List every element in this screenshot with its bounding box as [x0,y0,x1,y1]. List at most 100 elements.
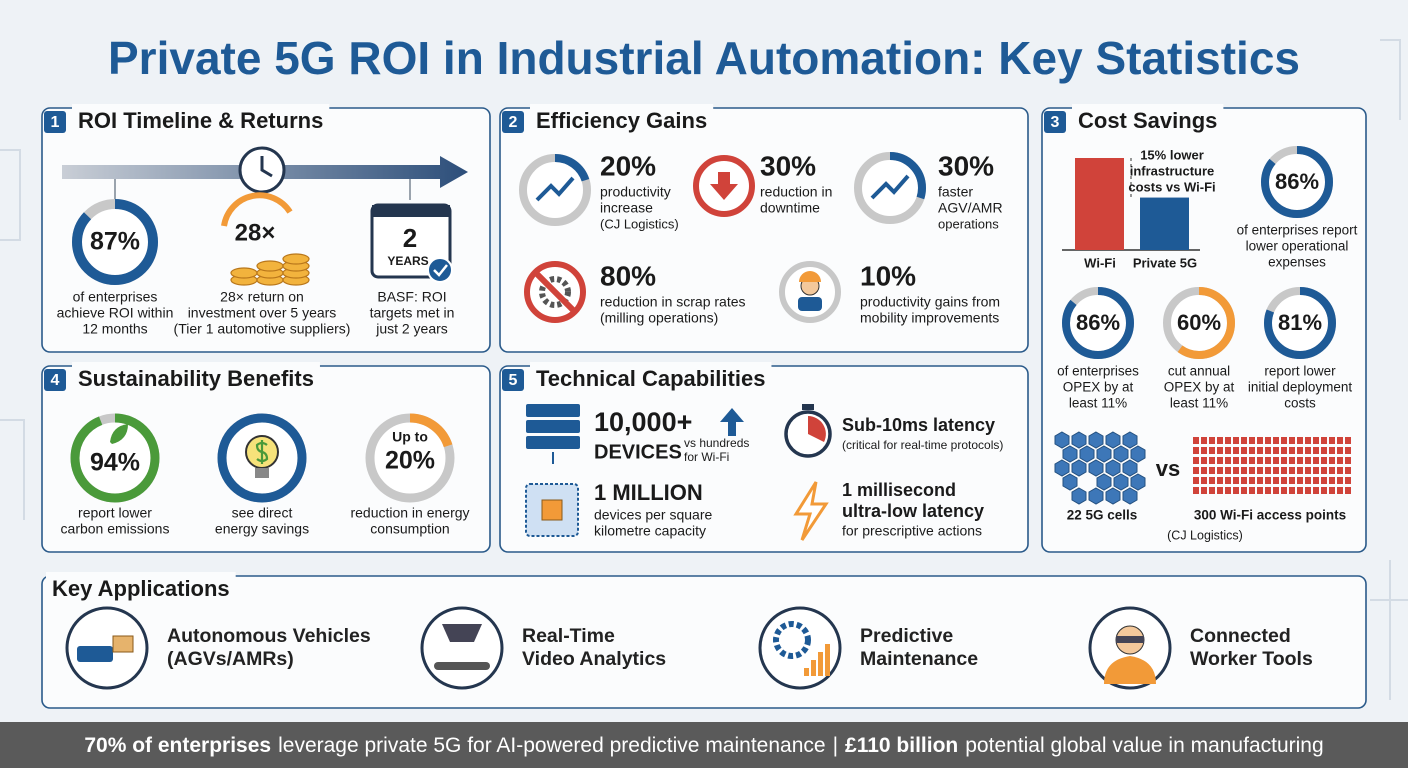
label: Up to [392,429,428,445]
cell-hex [1105,459,1121,477]
access-point [1209,467,1215,474]
access-point [1249,437,1255,444]
access-point [1305,477,1311,484]
access-point [1241,437,1247,444]
donut-arc [519,154,591,226]
server-icon [526,436,580,449]
down-arrow-icon [710,172,738,200]
access-point [1217,447,1223,454]
label: vs hundreds [684,436,749,450]
panel-number: 4 [51,372,60,389]
access-point [1217,467,1223,474]
label: 1 millisecond [842,480,956,500]
access-point [1249,487,1255,494]
access-point [1257,447,1263,454]
access-point [1281,437,1287,444]
access-point [1329,477,1335,484]
chart-icon-bar [818,652,823,676]
label: 81% [1278,310,1322,335]
up-arrow-icon [720,408,744,436]
access-point [1345,437,1351,444]
panel-title-bg [1072,104,1224,132]
access-point [1337,457,1343,464]
access-point [1281,477,1287,484]
label: ultra-low latency [842,501,984,521]
label: kilometre capacity [594,523,706,539]
panel-number: 5 [509,372,518,389]
label: report lower [78,505,152,521]
bar [1140,197,1189,250]
label: 30% [938,150,994,181]
cell-hex [1079,445,1095,463]
access-point [1265,457,1271,464]
server-icon [526,420,580,433]
panel-title: Cost Savings [1078,108,1217,133]
panel-number-box [44,369,66,391]
panel [41,575,1367,709]
label: just 2 years [375,321,448,337]
label: initial deployment [1248,380,1353,395]
label: faster [938,184,973,200]
access-point [1233,487,1239,494]
clock-hands [260,156,273,178]
access-point [1337,437,1343,444]
coin [282,253,310,265]
label: OPEX by at [1164,380,1235,395]
access-point [1241,467,1247,474]
box-icon [112,635,134,653]
donut-arc [1264,287,1336,359]
label: 86% [1275,169,1319,194]
label: OPEX by at [1063,380,1134,395]
panel-title: Efficiency Gains [536,108,707,133]
cell-hex [1071,459,1087,477]
access-point [1217,477,1223,484]
access-point [1305,467,1311,474]
label: of enterprises report [1237,223,1358,238]
access-point [1305,447,1311,454]
label: lower operational [1246,239,1349,254]
label: 60% [1177,310,1221,335]
access-point [1345,467,1351,474]
label: reduction in scrap rates [600,294,746,310]
access-point [1313,457,1319,464]
label: Wi-Fi [1084,255,1116,270]
label: BASF: ROI [377,289,446,305]
icon [870,174,910,200]
access-point [1289,477,1295,484]
access-point [1305,457,1311,464]
access-point [1257,457,1263,464]
vehicle-icon [77,646,113,662]
access-point [1297,437,1303,444]
label: Sub-10ms latency [842,415,995,435]
label: carbon emissions [61,521,170,537]
access-point [1233,437,1239,444]
label: 300 Wi-Fi access points [1194,508,1346,523]
label: of enterprises [1057,364,1139,379]
calendar-header [372,205,450,217]
access-point [1297,447,1303,454]
access-point [1273,447,1279,454]
label: 22 5G cells [1067,508,1138,523]
access-point [1297,477,1303,484]
panel-number: 3 [1051,114,1060,131]
access-point [1321,457,1327,464]
label: 15% lower [1140,147,1204,162]
page-title: Private 5G ROI in Industrial Automation:… [108,32,1300,84]
access-point [1209,477,1215,484]
access-point [1329,457,1335,464]
access-point [1329,437,1335,444]
access-point [1281,487,1287,494]
cell-hex [1122,459,1138,477]
access-point [1289,447,1295,454]
access-point [1337,447,1343,454]
camera-icon [442,624,482,642]
access-point [1305,437,1311,444]
cell-hex [1113,445,1129,463]
access-point [1257,487,1263,494]
access-point [1249,447,1255,454]
chip-core [541,499,563,521]
label: 2 [403,223,417,253]
footer-segment: £110 billion [845,734,958,757]
access-point [1329,467,1335,474]
access-point [1329,487,1335,494]
